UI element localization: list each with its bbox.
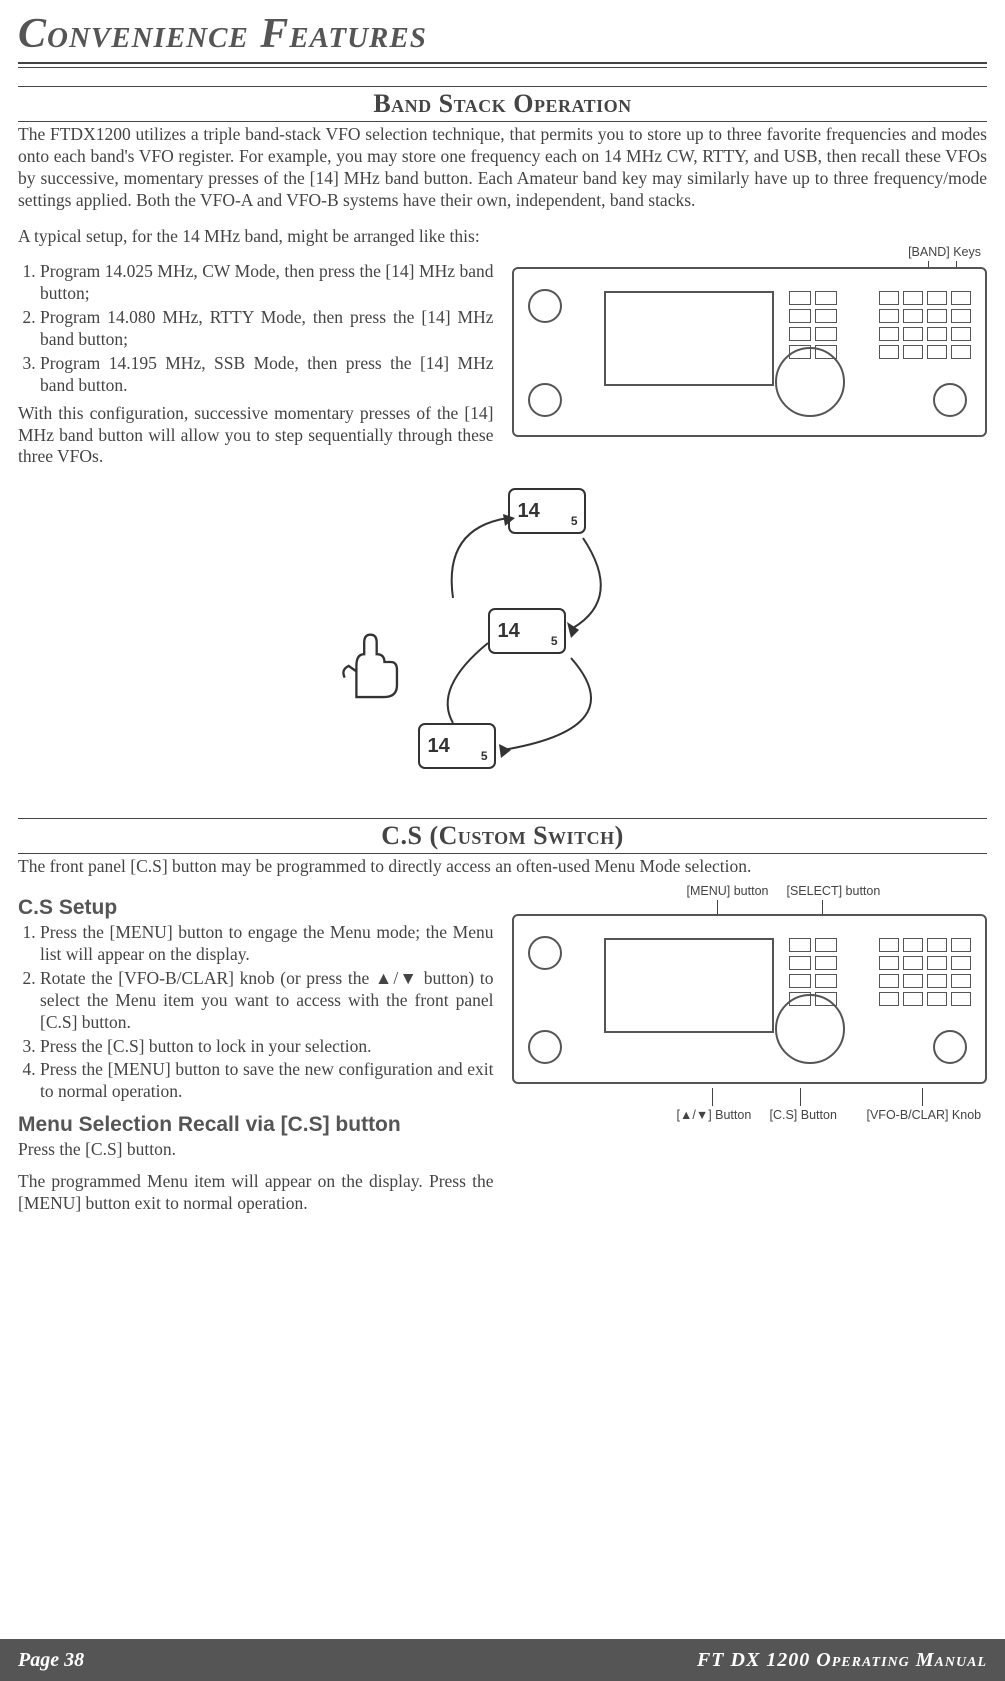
radio-vfob-knob: [933, 1030, 967, 1064]
radio-band-keys: [879, 938, 971, 1006]
cs-columns: C.S Setup Press the [MENU] button to eng…: [18, 888, 987, 1225]
cs-step-2: Rotate the [VFO-B/CLAR] knob (or press t…: [40, 968, 494, 1034]
radio-small-knob: [933, 383, 967, 417]
radio-band-keys: [879, 291, 971, 359]
radio-illustration-2: [512, 914, 988, 1084]
radio-small-knob: [528, 936, 562, 970]
band-stack-left: Program 14.025 MHz, CW Mode, then press …: [18, 261, 494, 478]
title-rule: [18, 62, 987, 68]
radio-small-knob: [528, 289, 562, 323]
cs-right: [MENU] button [SELECT] button [▲/▼] Butt…: [512, 888, 988, 1084]
band-stack-intro2: A typical setup, for the 14 MHz band, mi…: [18, 226, 987, 248]
step-1: Program 14.025 MHz, CW Mode, then press …: [40, 261, 494, 305]
footer-manual-title: FT DX 1200 Operating Manual: [697, 1649, 987, 1672]
step-3: Program 14.195 MHz, SSB Mode, then press…: [40, 353, 494, 397]
radio-main-knob: [775, 347, 845, 417]
cs-intro: The front panel [C.S] button may be prog…: [18, 856, 987, 878]
callout-line: [712, 1088, 713, 1106]
section-heading: Band Stack Operation: [18, 89, 987, 119]
radio-main-knob: [775, 994, 845, 1064]
callout-cs: [C.S] Button: [770, 1108, 837, 1122]
cs-step-3: Press the [C.S] button to lock in your s…: [40, 1036, 494, 1058]
radio-small-knob: [528, 1030, 562, 1064]
callout-line: [922, 1088, 923, 1106]
section-header-cs: C.S (Custom Switch): [18, 818, 987, 854]
callout-line: [800, 1088, 801, 1106]
callout-band-keys: [BAND] Keys: [908, 245, 981, 259]
page-footer: Page 38 FT DX 1200 Operating Manual: [0, 1639, 1005, 1681]
cs-recall-1: Press the [C.S] button.: [18, 1139, 494, 1161]
radio-small-knob: [528, 383, 562, 417]
cs-left: C.S Setup Press the [MENU] button to eng…: [18, 888, 494, 1225]
band-stack-outro: With this configuration, successive mome…: [18, 403, 494, 469]
cs-step-1: Press the [MENU] button to engage the Me…: [40, 922, 494, 966]
callout-menu: [MENU] button: [687, 884, 769, 898]
footer-page-number: Page 38: [18, 1649, 84, 1672]
cs-recall-heading: Menu Selection Recall via [C.S] button: [18, 1113, 494, 1137]
radio-illustration-1: [512, 267, 988, 437]
callout-select: [SELECT] button: [787, 884, 881, 898]
step-2: Program 14.080 MHz, RTTY Mode, then pres…: [40, 307, 494, 351]
band-stack-columns: Program 14.025 MHz, CW Mode, then press …: [18, 261, 987, 478]
section-header-band-stack: Band Stack Operation: [18, 86, 987, 122]
cs-recall-2: The programmed Menu item will appear on …: [18, 1171, 494, 1215]
cycle-arrows: [323, 488, 683, 788]
cs-step-4: Press the [MENU] button to save the new …: [40, 1059, 494, 1103]
radio-screen: [604, 291, 774, 386]
band-stack-intro: The FTDX1200 utilizes a triple band-stac…: [18, 124, 987, 212]
callout-vfob: [VFO-B/CLAR] Knob: [867, 1108, 982, 1122]
cs-setup-heading: C.S Setup: [18, 896, 494, 920]
section-heading: C.S (Custom Switch): [18, 821, 987, 851]
radio-screen: [604, 938, 774, 1033]
callout-updown: [▲/▼] Button: [677, 1108, 752, 1122]
cs-setup-steps: Press the [MENU] button to engage the Me…: [18, 922, 494, 1103]
band-stack-right: [BAND] Keys: [512, 261, 988, 437]
band-stack-steps: Program 14.025 MHz, CW Mode, then press …: [18, 261, 494, 396]
band-cycle-diagram: 14 5 14 5 14 5: [323, 488, 683, 788]
page-title: Convenience Features: [18, 10, 987, 58]
